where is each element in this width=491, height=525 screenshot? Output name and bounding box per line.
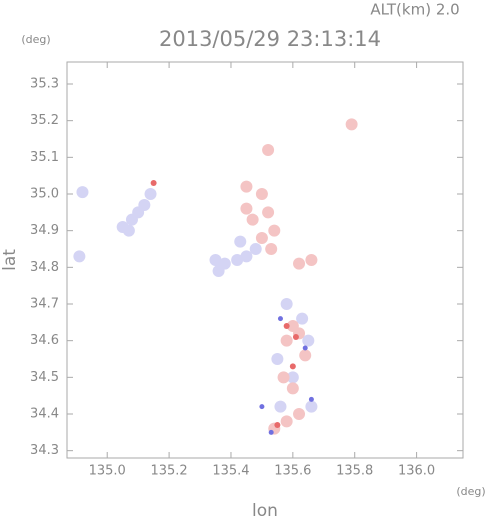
data-point <box>259 404 265 410</box>
y-tick-label: 35.2 <box>30 113 59 128</box>
data-point <box>231 254 244 266</box>
x-axis-label: lon <box>252 501 278 521</box>
plot-frame <box>66 61 464 459</box>
data-point <box>299 349 312 362</box>
data-point <box>305 400 318 413</box>
data-point <box>293 257 306 270</box>
y-tick-label: 35.3 <box>30 77 59 92</box>
data-point <box>240 180 253 193</box>
data-point <box>345 118 358 131</box>
data-point <box>262 144 275 156</box>
data-point <box>255 232 268 244</box>
data-point <box>289 363 296 370</box>
data-point <box>274 422 281 428</box>
data-point <box>234 235 247 248</box>
y-tick-label: 34.5 <box>30 370 59 385</box>
data-point <box>262 206 275 219</box>
x-tick-label: 135.2 <box>150 464 187 479</box>
data-point <box>293 408 306 420</box>
y-tick-label: 34.8 <box>30 260 59 275</box>
data-point <box>268 224 281 237</box>
x-tick-label: 135.6 <box>274 464 311 479</box>
data-point <box>268 429 274 435</box>
data-point <box>280 334 293 347</box>
data-point <box>122 224 135 237</box>
data-point <box>249 243 262 255</box>
data-point <box>280 298 293 310</box>
data-point <box>255 188 268 200</box>
data-point <box>144 188 157 200</box>
data-point <box>286 371 299 384</box>
data-point <box>302 334 315 347</box>
data-point <box>308 396 314 402</box>
data-point <box>271 353 284 365</box>
y-tick-label: 34.3 <box>30 443 59 458</box>
y-unit: (deg) <box>21 33 50 46</box>
x-tick-label: 136.0 <box>398 464 435 479</box>
y-tick-label: 34.4 <box>30 407 59 422</box>
data-point <box>150 180 157 186</box>
data-point <box>138 199 151 211</box>
data-point <box>240 202 253 215</box>
data-point <box>277 371 290 384</box>
data-point <box>286 382 299 395</box>
data-point <box>76 186 89 199</box>
data-point <box>280 415 293 428</box>
y-tick-label: 35.0 <box>30 187 59 202</box>
data-point <box>209 254 222 266</box>
x-tick-label: 135.4 <box>212 464 249 479</box>
data-point <box>277 316 283 322</box>
y-tick-label: 34.7 <box>30 297 59 312</box>
y-tick-label: 34.6 <box>30 333 59 348</box>
y-axis-label: lat <box>0 249 20 271</box>
data-point <box>73 250 86 263</box>
data-point <box>283 323 290 329</box>
data-point <box>302 345 308 351</box>
data-point <box>274 400 287 413</box>
x-unit: (deg) <box>456 485 485 498</box>
y-tick-label: 35.1 <box>30 150 59 165</box>
data-point <box>292 334 299 340</box>
data-point <box>296 312 309 325</box>
x-tick-label: 135.8 <box>336 464 373 479</box>
annotation: ALT(km) 2.0 <box>370 1 459 19</box>
data-point <box>246 213 259 226</box>
data-point <box>265 243 278 255</box>
data-point <box>240 250 253 263</box>
x-tick-label: 135.0 <box>89 464 126 479</box>
data-point <box>212 265 225 277</box>
y-tick-label: 34.9 <box>30 223 59 238</box>
data-point <box>305 254 318 266</box>
chart-title: 2013/05/29 23:13:14 <box>159 27 381 51</box>
